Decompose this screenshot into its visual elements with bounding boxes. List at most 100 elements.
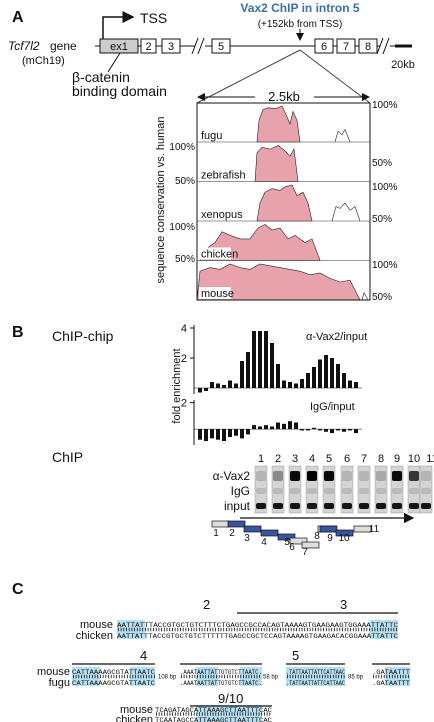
amplicon	[227, 520, 246, 528]
bar	[204, 429, 208, 442]
bar	[330, 429, 334, 434]
conservation-area	[256, 105, 301, 143]
label-bg	[199, 129, 231, 141]
bar	[228, 429, 232, 438]
gene-diagram-part	[191, 37, 390, 55]
bar	[300, 379, 304, 388]
conservation-label: 50%	[372, 214, 392, 225]
chip-title: ChIP	[52, 449, 83, 465]
conserved-highlight	[117, 620, 145, 639]
lane-label: 9	[394, 453, 400, 465]
bar	[300, 429, 304, 431]
bar	[276, 422, 280, 430]
band	[273, 503, 283, 509]
chip-subtitle: (+152kb from TSS)	[258, 19, 343, 30]
domain-label: binding domain	[72, 83, 167, 99]
amplicon-label: 9	[327, 533, 333, 544]
amplicons: 1 2 3 4 5 6 78 9 10 11	[211, 520, 380, 558]
region-label: 2	[203, 597, 210, 612]
row-label: IgG	[231, 484, 250, 498]
conservation-area	[196, 263, 361, 301]
conservation-label: 50%	[372, 292, 392, 303]
row-label: α-Vax2	[213, 469, 251, 483]
gene-diagram-part	[336, 38, 356, 54]
bar	[312, 427, 316, 430]
conservation-area	[256, 184, 313, 222]
lane-label: 8	[378, 453, 384, 465]
bar	[342, 429, 346, 432]
y-tick-label: 2	[181, 398, 187, 410]
sequence: TCAATAGCCATTAAAGCTTAATTTCAC	[155, 717, 272, 722]
y-tick-label: 4	[181, 323, 187, 335]
gap-label: 85 bp	[348, 675, 364, 681]
y-axis-label: fold enrichment	[171, 348, 183, 423]
band	[324, 471, 334, 481]
gene-diagram-part	[314, 38, 334, 54]
bar	[354, 429, 358, 434]
band	[256, 488, 266, 494]
amplicon-label: 4	[261, 537, 267, 548]
species-label: chicken	[76, 630, 113, 642]
amplicon	[211, 520, 230, 528]
alignments: 2 3 mouse AATTATTTACCGTGCTGTCTTTCTGAGCCGCCA…	[37, 597, 410, 722]
bar	[222, 429, 226, 442]
bar	[210, 382, 214, 388]
lane	[271, 465, 285, 514]
band	[273, 471, 283, 481]
lane	[254, 465, 268, 514]
gene-diagram-part	[196, 49, 301, 104]
lane-label: 3	[292, 453, 298, 465]
gene-diagram-part	[299, 49, 371, 104]
sequence: CATTAAAAGCGTATTAATC	[72, 680, 155, 687]
band	[342, 503, 352, 509]
amplicon-label: 10	[338, 533, 350, 544]
species-label: fugu	[201, 130, 222, 142]
conservation-label: 100%	[372, 182, 398, 193]
band	[359, 503, 369, 509]
band	[392, 488, 402, 494]
chip-chip-title: ChIP-chip	[52, 328, 114, 344]
band	[342, 471, 352, 481]
region-label: 4	[140, 648, 147, 663]
band	[409, 471, 419, 481]
scale-label: 20kb	[391, 59, 415, 71]
conserved-highlight	[286, 667, 345, 686]
amplicon-label: 1	[213, 528, 219, 539]
exon-label: ex1	[110, 41, 128, 53]
lane-label: 10	[408, 453, 420, 465]
bar	[204, 388, 208, 391]
band	[392, 503, 402, 509]
amplicon-label: 2	[229, 528, 235, 539]
band	[290, 503, 300, 509]
tss-label: TSS	[140, 10, 167, 26]
amplicon-label: 5	[284, 537, 290, 548]
gene-diagram-part	[358, 38, 378, 54]
band	[409, 503, 419, 509]
sequence: TCAGATAGCATTAAAGCTTAATTTCAC	[155, 707, 272, 714]
bar	[252, 425, 256, 430]
bar	[318, 429, 322, 431]
gene-diagram	[95, 11, 412, 104]
sequence: .GATAATTT	[372, 669, 410, 676]
lane-label: 7	[361, 453, 367, 465]
sequence: .AAATAATTATTGTGTCTTAATC.	[180, 680, 262, 687]
bar	[246, 429, 250, 435]
bar	[336, 429, 340, 431]
band	[376, 488, 386, 494]
sequence: .TATTAATTATTCATTAAC	[286, 669, 345, 676]
conservation-label: 100%	[169, 222, 195, 233]
panel-label: B	[12, 324, 24, 341]
band	[290, 488, 300, 494]
bar	[240, 361, 244, 388]
band	[376, 503, 386, 509]
lane	[419, 465, 433, 514]
species-label: xenopus	[201, 209, 243, 221]
band	[359, 471, 369, 481]
bar	[240, 429, 244, 439]
band	[421, 471, 431, 481]
band	[409, 488, 419, 494]
chip-title: Vax2 ChIP in intron 5	[240, 1, 359, 15]
gene-diagram-part	[99, 38, 139, 54]
bar	[348, 380, 352, 388]
